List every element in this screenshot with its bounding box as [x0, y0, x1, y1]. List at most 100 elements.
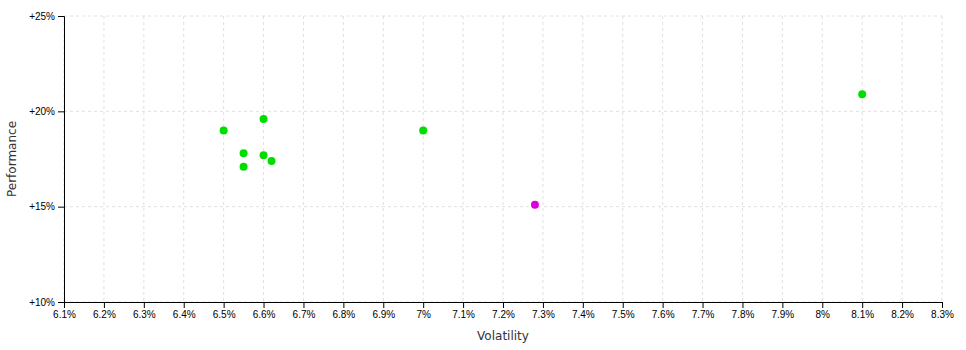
x-tick-label: 7.6%	[652, 309, 675, 320]
y-tick-mark	[58, 111, 64, 112]
x-tick-mark	[104, 302, 105, 308]
x-tick-label: 8%	[816, 309, 831, 320]
x-tick: 6.7%	[293, 302, 316, 320]
y-axis-line	[58, 17, 65, 303]
point	[220, 126, 228, 134]
x-tick-label: 7.5%	[612, 309, 635, 320]
x-tick-label: 7%	[416, 309, 431, 320]
x-grid-line	[662, 16, 663, 302]
x-tick-label: 8.2%	[891, 309, 914, 320]
x-tick-mark	[703, 302, 704, 308]
point	[260, 151, 268, 159]
chart: 6.1%6.2%6.3%6.4%6.5%6.6%6.7%6.8%6.9%7%7.…	[0, 0, 966, 350]
x-grid-line	[902, 16, 903, 302]
x-tick-mark	[902, 302, 903, 308]
x-tick: 6.9%	[372, 302, 395, 320]
x-tick-mark	[264, 302, 265, 308]
x-tick: 8.2%	[891, 302, 914, 320]
x-tick: 6.8%	[332, 302, 355, 320]
x-tick-mark	[782, 302, 783, 308]
x-tick: 7%	[416, 302, 431, 320]
x-grid-line	[822, 16, 823, 302]
y-axis: +10%+15%+20%+25%	[29, 11, 64, 308]
x-tick: 8.1%	[851, 302, 874, 320]
x-tick-label: 7.3%	[532, 309, 555, 320]
x-grid-line	[103, 16, 104, 302]
x-tick: 8%	[816, 302, 831, 320]
x-tick-label: 7.7%	[692, 309, 715, 320]
x-tick: 6.1%	[53, 302, 76, 320]
x-tick-label: 8.3%	[931, 309, 954, 320]
x-tick: 7.6%	[652, 302, 675, 320]
x-tick-mark	[822, 302, 823, 308]
y-tick-mark	[58, 207, 64, 208]
x-tick: 7.3%	[532, 302, 555, 320]
x-tick: 7.4%	[572, 302, 595, 320]
x-tick-label: 6.8%	[332, 309, 355, 320]
x-tick-mark	[144, 302, 145, 308]
x-tick-label: 7.4%	[572, 309, 595, 320]
x-tick: 7.2%	[492, 302, 515, 320]
x-tick-label: 6.2%	[93, 309, 116, 320]
y-axis-title: Performance	[5, 121, 19, 197]
y-tick: +25%	[29, 11, 64, 22]
x-tick: 7.8%	[732, 302, 755, 320]
plot: 6.1%6.2%6.3%6.4%6.5%6.6%6.7%6.8%6.9%7%7.…	[29, 11, 954, 320]
x-tick-mark	[503, 302, 504, 308]
x-tick-label: 6.1%	[53, 309, 76, 320]
point	[858, 90, 866, 98]
point	[268, 157, 276, 165]
x-grid-line	[542, 16, 543, 302]
x-tick-label: 6.5%	[213, 309, 236, 320]
x-tick-label: 7.2%	[492, 309, 515, 320]
x-tick-mark	[423, 302, 424, 308]
x-tick-mark	[303, 302, 304, 308]
x-tick: 8.3%	[931, 302, 954, 320]
y-tick-mark	[58, 302, 64, 303]
x-grid-line	[303, 16, 304, 302]
x-tick-label: 8.1%	[851, 309, 874, 320]
x-axis: 6.1%6.2%6.3%6.4%6.5%6.6%6.7%6.8%6.9%7%7.…	[53, 302, 954, 320]
point	[419, 126, 427, 134]
x-grid-line	[343, 16, 344, 302]
x-tick-label: 7.1%	[452, 309, 475, 320]
x-grid-line	[782, 16, 783, 302]
grid	[64, 16, 942, 302]
x-tick-mark	[942, 302, 943, 308]
point	[240, 163, 248, 171]
y-tick: +20%	[29, 106, 64, 117]
x-tick-mark	[623, 302, 624, 308]
x-grid-line	[622, 16, 623, 302]
x-grid-line	[223, 16, 224, 302]
point	[240, 149, 248, 157]
x-tick-label: 6.9%	[372, 309, 395, 320]
y-tick-mark	[58, 16, 64, 17]
x-tick-label: 6.6%	[253, 309, 276, 320]
x-axis-title: Volatility	[477, 329, 529, 343]
x-grid-line	[742, 16, 743, 302]
x-grid-line	[942, 16, 943, 302]
x-tick-mark	[184, 302, 185, 308]
series	[220, 90, 867, 170]
x-tick-mark	[543, 302, 544, 308]
x-tick-mark	[463, 302, 464, 308]
point	[531, 201, 539, 209]
x-tick-label: 6.3%	[133, 309, 156, 320]
x-tick-mark	[742, 302, 743, 308]
y-tick: +10%	[29, 297, 64, 308]
y-tick-label: +25%	[29, 11, 55, 22]
x-tick-mark	[224, 302, 225, 308]
x-tick-mark	[383, 302, 384, 308]
x-grid-line	[423, 16, 424, 302]
y-tick-label: +10%	[29, 297, 55, 308]
x-axis-line	[65, 303, 943, 309]
y-grid-line	[64, 16, 942, 17]
x-grid-line	[383, 16, 384, 302]
y-grid-line	[64, 206, 942, 207]
x-grid-line	[702, 16, 703, 302]
x-grid-line	[183, 16, 184, 302]
x-grid-line	[463, 16, 464, 302]
x-tick: 7.1%	[452, 302, 475, 320]
x-tick: 6.5%	[213, 302, 236, 320]
y-tick-label: +20%	[29, 106, 55, 117]
